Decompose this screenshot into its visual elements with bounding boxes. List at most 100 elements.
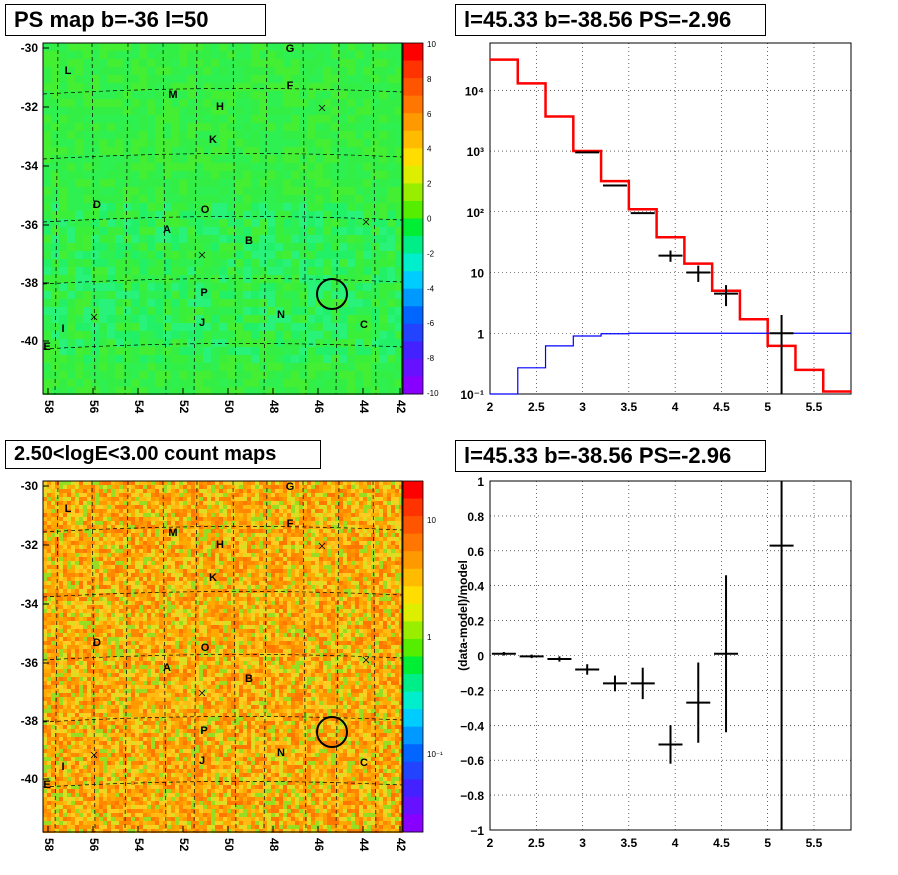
map-pixel [43,577,47,581]
map-pixel [195,115,203,123]
map-pixel [79,569,83,573]
map-pixel [75,283,83,291]
map-pixel [291,569,295,573]
map-pixel [87,485,91,489]
map-pixel [207,529,211,533]
map-pixel [283,521,287,525]
map-pixel [243,581,247,585]
map-pixel [379,497,383,501]
map-pixel [115,605,119,609]
map-pixel [279,541,283,545]
map-pixel [335,489,339,493]
map-pixel [291,565,295,569]
map-pixel [131,355,139,363]
map-pixel [243,283,251,291]
map-pixel [91,139,99,147]
map-pixel [207,573,211,577]
map-pixel [335,481,339,485]
map-pixel [355,275,363,283]
map-pixel [199,521,203,525]
map-pixel [67,67,75,75]
map-pixel [115,315,123,323]
map-pixel [195,533,199,537]
map-pixel [355,577,359,581]
map-pixel [91,99,99,107]
map-pixel [215,481,219,485]
map-pixel [99,585,103,589]
map-pixel [147,593,151,597]
map-pixel [67,489,71,493]
map-pixel [291,59,299,67]
map-pixel [383,521,387,525]
map-pixel [395,123,403,131]
map-pixel [355,67,363,75]
map-pixel [119,569,123,573]
map-pixel [199,573,203,577]
map-pixel [103,597,107,601]
map-pixel [339,553,343,557]
map-pixel [347,601,351,605]
map-pixel [203,347,211,355]
map-pixel [83,525,87,529]
map-pixel [43,355,51,363]
map-pixel [243,533,247,537]
map-pixel [375,501,379,505]
map-pixel [279,581,283,585]
map-pixel [99,275,107,283]
map-pixel [391,501,395,505]
map-pixel [367,585,371,589]
map-pixel [47,569,51,573]
map-pixel [151,489,155,493]
map-pixel [119,589,123,593]
map-pixel [283,59,291,67]
map-pixel [115,147,123,155]
map-pixel [235,315,243,323]
map-pixel [83,379,91,387]
map-pixel [47,597,51,601]
map-pixel [243,339,251,347]
map-pixel [271,481,275,485]
map-pixel [183,569,187,573]
map-pixel [243,379,251,387]
y-tick-label: -34 [21,159,39,173]
map-pixel [351,569,355,573]
map-pixel [139,283,147,291]
map-pixel [283,529,287,533]
map-pixel [175,505,179,509]
map-pixel [115,541,119,545]
map-pixel [119,489,123,493]
map-pixel [131,83,139,91]
map-pixel [399,553,403,557]
map-pixel [187,363,195,371]
map-pixel [271,497,275,501]
map-pixel [51,541,55,545]
map-pixel [83,187,91,195]
map-pixel [331,315,339,323]
map-pixel [63,557,67,561]
map-pixel [319,505,323,509]
map-pixel [283,171,291,179]
map-pixel [219,115,227,123]
map-pixel [95,529,99,533]
map-pixel [123,525,127,529]
map-pixel [291,99,299,107]
map-pixel [51,601,55,605]
map-pixel [371,163,379,171]
map-pixel [283,525,287,529]
map-pixel [71,541,75,545]
map-pixel [115,549,119,553]
map-pixel [183,481,187,485]
map-pixel [387,589,391,593]
map-pixel [259,291,267,299]
map-pixel [43,549,47,553]
map-pixel [99,605,103,609]
map-pixel [387,605,391,609]
map-pixel [211,139,219,147]
map-pixel [51,339,59,347]
map-pixel [127,593,131,597]
map-pixel [339,585,343,589]
map-pixel [255,553,259,557]
map-pixel [355,387,363,395]
map-pixel [79,573,83,577]
map-pixel [283,589,287,593]
